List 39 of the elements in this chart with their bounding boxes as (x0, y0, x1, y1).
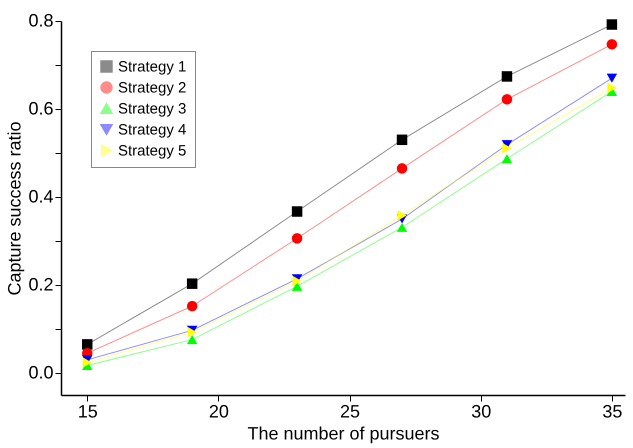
point (397, 210, 407, 221)
point (186, 300, 198, 312)
point (188, 326, 197, 338)
text: 0.0 (28, 362, 54, 382)
point (502, 94, 512, 105)
point (606, 39, 618, 50)
legend-label: Strategy 2 (118, 80, 186, 96)
point (292, 276, 302, 286)
x-tick-label: 25 (340, 402, 360, 422)
point (606, 74, 618, 83)
legend-label: Strategy 3 (118, 100, 186, 118)
x-tick-label: 20 (208, 402, 229, 422)
legend-label: Strategy 4 (118, 122, 186, 138)
y-axis-title: Capture success ratio (4, 121, 24, 296)
y-tick-label: 0.8 (28, 10, 54, 30)
x-axis-title: The number of pursuers (247, 424, 440, 444)
point (396, 222, 408, 232)
legend-label: Strategy 5 (118, 142, 186, 160)
point (82, 339, 92, 350)
x-tick-label: 15 (78, 402, 98, 422)
point (292, 206, 302, 217)
y-tick-label: 0.6 (28, 98, 54, 118)
x-tick-label: 35 (602, 402, 622, 422)
point (502, 154, 512, 164)
point (502, 142, 512, 154)
point (606, 19, 618, 30)
y-tick-label: 0.4 (28, 186, 54, 206)
point (186, 335, 198, 344)
point (607, 82, 616, 94)
point (292, 233, 302, 244)
point (292, 282, 302, 291)
legend-label: Strategy 1 (118, 58, 186, 76)
point (396, 163, 408, 174)
point (186, 278, 198, 289)
y-tick-label: 0.2 (28, 274, 54, 294)
point (82, 357, 92, 368)
point (502, 71, 512, 82)
point (396, 134, 408, 146)
x-tick-label: 30 (471, 402, 492, 422)
